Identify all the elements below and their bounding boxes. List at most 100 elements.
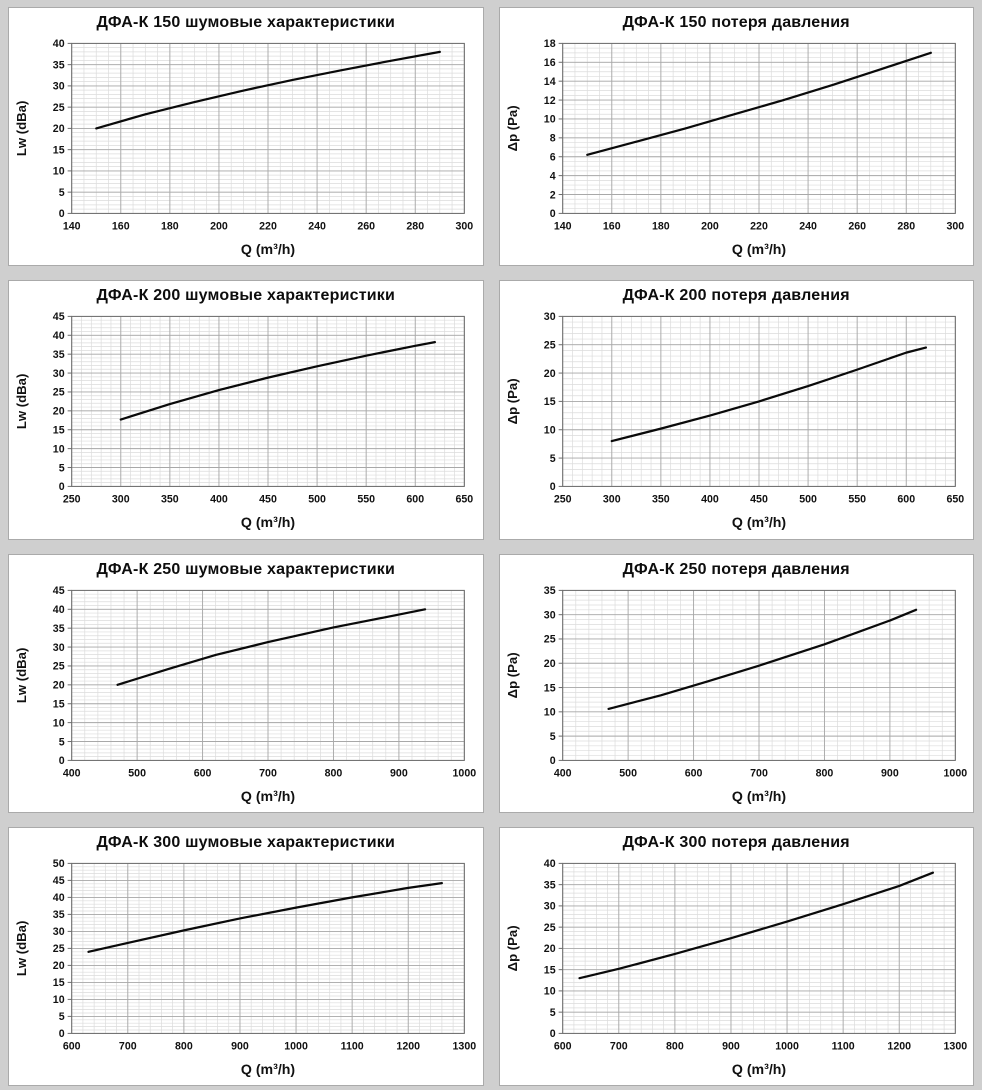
svg-text:250: 250 <box>63 494 81 506</box>
data-series-curve <box>87 881 443 953</box>
svg-text:45: 45 <box>53 585 65 597</box>
svg-text:16: 16 <box>543 57 555 69</box>
x-axis-label: Q (m³/h) <box>241 242 296 258</box>
svg-text:5: 5 <box>549 453 555 465</box>
svg-text:35: 35 <box>543 585 555 597</box>
svg-text:40: 40 <box>53 38 65 50</box>
svg-text:40: 40 <box>53 892 65 904</box>
svg-text:25: 25 <box>53 102 65 114</box>
axis-labels: Q (m³/h) Δp (Pa) <box>505 105 786 257</box>
svg-text:700: 700 <box>609 1040 627 1052</box>
svg-text:1000: 1000 <box>775 1040 799 1052</box>
svg-text:200: 200 <box>210 221 228 233</box>
x-axis-label: Q (m³/h) <box>731 1062 786 1078</box>
chart-title-250-pressure: ДФА-К 250 потеря давления <box>622 560 850 578</box>
svg-text:650: 650 <box>946 494 964 506</box>
plot-border <box>71 589 465 761</box>
svg-text:800: 800 <box>175 1040 193 1052</box>
svg-text:300: 300 <box>602 494 620 506</box>
svg-text:30: 30 <box>53 926 65 938</box>
svg-text:140: 140 <box>63 221 81 233</box>
svg-text:20: 20 <box>53 679 65 691</box>
chart-dfa-k-250-noise: 0 5 10 15 20 25 30 35 40 45 400 500 600 700 800 900 1000… <box>14 585 476 805</box>
svg-text:700: 700 <box>119 1040 137 1052</box>
y-axis-label: Lw (dBa) <box>14 101 29 156</box>
panel-dfa-k-250-pressure: ДФА-К 250 потеря давления 0 5 10 15 20 25 30 35… <box>498 553 974 813</box>
y-axis-ticks: 0 5 10 15 20 25 30 35 40 45 <box>53 311 72 493</box>
chart-dfa-k-150-noise: 0 5 10 15 20 25 30 35 40 140 160 180 200 220 240 260 280… <box>14 38 473 258</box>
svg-text:15: 15 <box>53 144 65 156</box>
gridlines-major <box>561 589 956 761</box>
axis-labels: Q (m³/h) Lw (dBa) <box>14 647 295 804</box>
data-series-curve <box>95 50 441 130</box>
svg-text:0: 0 <box>549 755 555 767</box>
svg-text:500: 500 <box>308 494 326 506</box>
svg-text:600: 600 <box>684 767 702 779</box>
plot-border <box>71 42 465 214</box>
x-axis-ticks: 140 160 180 200 220 240 260 280 300 <box>63 221 473 233</box>
svg-text:10: 10 <box>543 114 555 126</box>
data-series-curve <box>610 346 927 443</box>
chart-dfa-k-200-noise: 0 5 10 15 20 25 30 35 40 45 250 300 350 400 450 500 550 6… <box>14 311 473 531</box>
x-axis-ticks: 400 500 600 700 800 900 1000 <box>553 767 966 779</box>
svg-text:140: 140 <box>553 221 571 233</box>
data-series-curve <box>606 608 917 710</box>
svg-text:1000: 1000 <box>284 1040 308 1052</box>
svg-text:400: 400 <box>701 494 719 506</box>
svg-text:600: 600 <box>897 494 915 506</box>
svg-text:650: 650 <box>455 494 473 506</box>
svg-text:900: 900 <box>390 767 408 779</box>
svg-text:6: 6 <box>549 151 555 163</box>
svg-text:260: 260 <box>357 221 375 233</box>
svg-text:25: 25 <box>53 660 65 672</box>
svg-text:160: 160 <box>112 221 130 233</box>
svg-text:0: 0 <box>549 208 555 220</box>
svg-text:180: 180 <box>652 221 670 233</box>
svg-text:30: 30 <box>543 311 555 323</box>
svg-text:700: 700 <box>750 767 768 779</box>
svg-text:280: 280 <box>406 221 424 233</box>
axis-labels: Q (m³/h) Δp (Pa) <box>505 925 786 1077</box>
svg-text:10: 10 <box>53 444 65 456</box>
x-axis-label: Q (m³/h) <box>241 788 296 804</box>
svg-text:10: 10 <box>53 166 65 178</box>
svg-text:300: 300 <box>112 494 130 506</box>
svg-text:15: 15 <box>543 682 555 694</box>
svg-text:5: 5 <box>549 1007 555 1019</box>
y-axis-ticks: 0 5 10 15 20 25 30 35 <box>543 585 563 767</box>
panel-dfa-k-150-pressure: ДФА-К 150 потеря давления 0 2 4 6 8 10 12 14 16 1… <box>498 7 974 267</box>
plot-border <box>561 589 956 761</box>
x-axis-ticks: 250 300 350 400 450 500 550 600 650 <box>553 494 963 506</box>
chart-dfa-k-150-pressure: 0 2 4 6 8 10 12 14 16 18 140 160 180 200 220 240 260 280 3… <box>505 38 964 258</box>
chart-title-250-noise: ДФА-К 250 шумовые характеристики <box>96 560 396 578</box>
y-axis-ticks: 0 5 10 15 20 25 30 35 40 45 <box>53 585 72 767</box>
svg-text:15: 15 <box>543 396 555 408</box>
y-axis-ticks: 0 5 10 15 20 25 30 35 40 <box>543 858 563 1040</box>
svg-text:18: 18 <box>543 38 555 50</box>
svg-text:2: 2 <box>549 189 555 201</box>
chart-title-200-noise: ДФА-К 200 шумовые характеристики <box>96 287 396 305</box>
plot-border <box>561 862 956 1034</box>
svg-text:35: 35 <box>53 349 65 361</box>
y-axis-label: Lw (dBa) <box>14 374 29 429</box>
svg-text:550: 550 <box>848 494 866 506</box>
svg-text:15: 15 <box>53 698 65 710</box>
svg-text:20: 20 <box>543 943 555 955</box>
svg-text:15: 15 <box>53 425 65 437</box>
svg-text:45: 45 <box>53 311 65 323</box>
svg-text:10: 10 <box>543 425 555 437</box>
svg-text:0: 0 <box>59 1028 65 1040</box>
svg-text:800: 800 <box>815 767 833 779</box>
svg-text:35: 35 <box>53 909 65 921</box>
svg-text:400: 400 <box>553 767 571 779</box>
svg-text:8: 8 <box>549 133 555 145</box>
svg-text:0: 0 <box>59 208 65 220</box>
svg-text:600: 600 <box>194 767 212 779</box>
svg-text:25: 25 <box>543 340 555 352</box>
svg-text:300: 300 <box>946 221 964 233</box>
chart-title-150-noise: ДФА-К 150 шумовые характеристики <box>96 14 396 31</box>
svg-text:0: 0 <box>549 481 555 493</box>
svg-text:5: 5 <box>549 730 555 742</box>
data-series-curve <box>116 607 427 686</box>
